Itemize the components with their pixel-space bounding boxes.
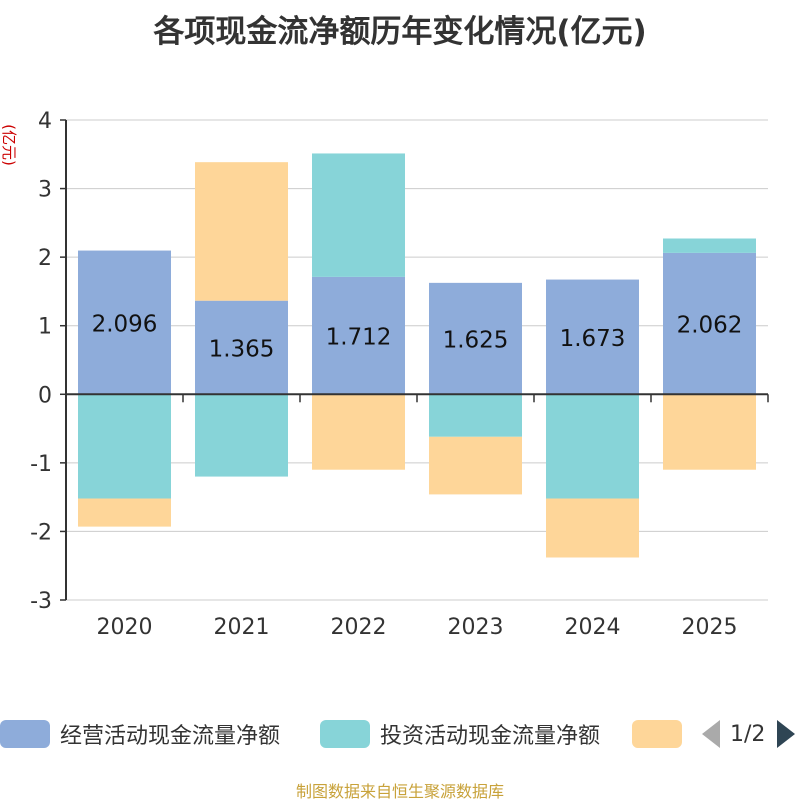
- pager-page-indicator: 1/2: [730, 721, 766, 747]
- legend-swatch-investing: [320, 720, 370, 748]
- y-tick-label: 2: [38, 246, 52, 271]
- legend: 经营活动现金流量净额 投资活动现金流量净额: [0, 716, 800, 752]
- bar-investing-2023: [429, 394, 522, 437]
- data-label-2025: 2.062: [677, 313, 743, 339]
- pager-prev-arrow-icon[interactable]: [702, 720, 720, 748]
- data-label-2022: 1.712: [326, 325, 392, 351]
- data-label-2024: 1.673: [560, 326, 626, 352]
- legend-pager: 1/2: [700, 716, 800, 752]
- data-source-note: 制图数据来自恒生聚源数据库: [295, 782, 504, 801]
- y-tick-label: -2: [30, 520, 52, 545]
- bar-investing-2024: [546, 394, 639, 499]
- bar-financing-2021: [195, 162, 288, 301]
- bar-operating-2022: [312, 276, 405, 395]
- bar-operating-2025: [663, 252, 756, 395]
- bar-investing-2021: [195, 394, 288, 477]
- y-tick-label: 0: [38, 383, 52, 408]
- bar-financing-2025: [663, 394, 756, 470]
- data-label-2023: 1.625: [443, 328, 509, 354]
- x-tick-label-2024: 2024: [565, 615, 621, 640]
- x-tick-label-2025: 2025: [682, 615, 738, 640]
- x-tick-label-2020: 2020: [97, 615, 153, 640]
- pager-next-arrow-icon[interactable]: [777, 720, 796, 748]
- y-tick-label: 1: [38, 315, 52, 340]
- bar-operating-2020: [78, 250, 171, 395]
- chart-plot: -3 -2 -1 0 1 2 3 4 (亿元) 2.096 2020 1.365 2021 1.712 20…: [0, 109, 769, 640]
- y-axis-label: (亿元): [0, 124, 18, 166]
- legend-label-investing: 投资活动现金流量净额: [380, 724, 601, 749]
- bar-financing-2022: [312, 394, 405, 470]
- data-label-2021: 1.365: [209, 336, 275, 362]
- bar-investing-2022: [312, 153, 405, 277]
- bar-operating-2024: [546, 279, 639, 395]
- x-tick-label-2021: 2021: [214, 615, 270, 640]
- y-tick-label: 4: [38, 109, 52, 134]
- chart-title: 各项现金流净额历年变化情况(亿元): [153, 14, 647, 50]
- bar-operating-2023: [429, 282, 522, 395]
- bar-investing-2025: [663, 238, 756, 253]
- x-tick-label-2022: 2022: [331, 615, 387, 640]
- y-tick-label: 3: [38, 178, 52, 203]
- legend-swatch-operating: [0, 720, 50, 748]
- x-tick-label-2023: 2023: [448, 615, 504, 640]
- legend-item-financing[interactable]: [632, 716, 692, 752]
- bar-financing-2023: [429, 436, 522, 495]
- y-tick-label: -3: [30, 589, 52, 614]
- bar-financing-2024: [546, 498, 639, 558]
- legend-swatch-financing: [632, 720, 682, 748]
- bar-operating-2021: [195, 300, 288, 395]
- bar-investing-2020: [78, 394, 171, 499]
- data-label-2020: 2.096: [92, 311, 158, 337]
- legend-label-operating: 经营活动现金流量净额: [60, 724, 281, 749]
- y-tick-label: -1: [30, 452, 52, 477]
- legend-item-operating[interactable]: 经营活动现金流量净额: [0, 716, 280, 752]
- legend-item-investing[interactable]: 投资活动现金流量净额: [320, 716, 600, 752]
- bar-financing-2020: [78, 498, 171, 527]
